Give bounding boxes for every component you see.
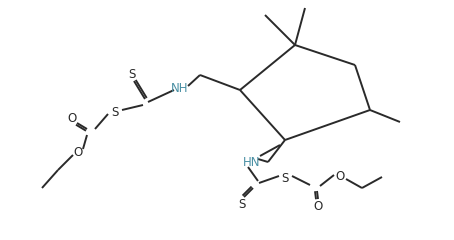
Text: O: O <box>313 200 323 214</box>
Text: S: S <box>281 172 289 185</box>
Text: S: S <box>128 68 136 82</box>
Text: O: O <box>336 170 345 184</box>
Text: HN: HN <box>243 156 261 168</box>
Text: S: S <box>238 198 246 210</box>
Text: O: O <box>67 112 77 125</box>
Text: O: O <box>74 145 83 158</box>
Text: NH: NH <box>171 82 189 95</box>
Text: S: S <box>111 106 118 119</box>
